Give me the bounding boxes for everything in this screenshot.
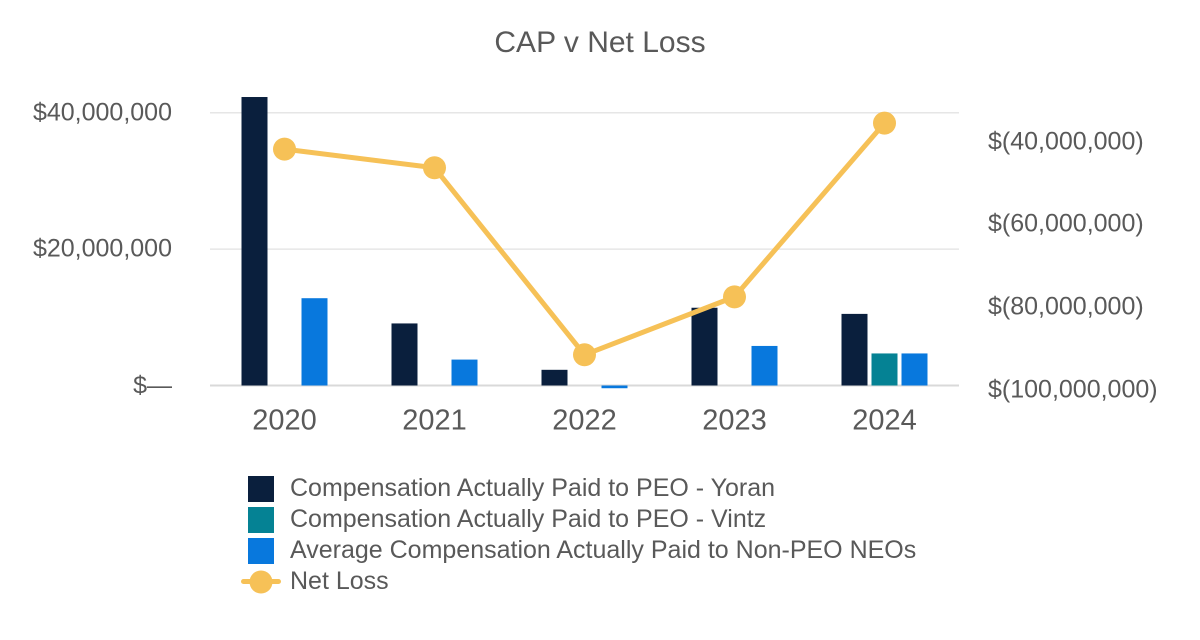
y-axis-right-tick-label: $(60,000,000)	[988, 209, 1144, 238]
y-axis-right-tick-label: $(100,000,000)	[988, 375, 1158, 404]
y-axis-right-tick-label: $(80,000,000)	[988, 292, 1144, 321]
bar-non-peo-neos-2022	[601, 385, 628, 389]
legend-swatch-peo-yoran	[248, 475, 274, 502]
x-axis-label-2021: 2021	[402, 404, 467, 437]
legend-item-net-loss: Net Loss	[241, 566, 916, 597]
bar-non-peo-neos-2024	[901, 353, 928, 386]
net-loss-line-marker-icon	[241, 569, 281, 595]
bar-peo-yoran-2023	[691, 307, 718, 386]
bar-peo-vintz-2024	[871, 353, 898, 386]
x-axis-label-2020: 2020	[252, 404, 317, 437]
y-axis-right-tick-label: $(40,000,000)	[988, 127, 1144, 156]
net-loss-line	[282, 120, 887, 358]
y-axis-left-tick-label: $40,000,000	[32, 98, 172, 127]
chart-title: CAP v Net Loss	[494, 26, 706, 59]
bar-peo-yoran-2021	[391, 323, 418, 386]
y-axis-left-tick-label: $20,000,000	[32, 234, 172, 263]
net-loss-marker-2021	[423, 156, 446, 180]
bar-peo-yoran-2024	[841, 313, 868, 386]
bar-peo-yoran-2020	[241, 97, 268, 386]
legend-item-peo-vintz: Compensation Actually Paid to PEO - Vint…	[248, 504, 916, 535]
net-loss-marker-2024	[873, 111, 896, 135]
legend-label-non-peo-neos: Average Compensation Actually Paid to No…	[290, 536, 917, 564]
bar-non-peo-neos-2020	[301, 298, 328, 386]
legend-item-peo-yoran: Compensation Actually Paid to PEO - Yora…	[248, 473, 916, 504]
y-axis-left-tick-label: $—	[133, 371, 172, 399]
legend-label-net-loss: Net Loss	[290, 567, 389, 595]
legend-swatch-non-peo-neos	[248, 537, 274, 564]
legend: Compensation Actually Paid to PEO - Yora…	[241, 473, 916, 597]
bar-non-peo-neos-2021	[451, 359, 478, 386]
net-loss-marker-2022	[573, 343, 596, 367]
bar-non-peo-neos-2023	[751, 345, 778, 386]
net-loss-marker-2023	[723, 285, 746, 309]
legend-swatch-peo-vintz	[248, 506, 274, 533]
legend-item-non-peo-neos: Average Compensation Actually Paid to No…	[248, 535, 916, 566]
x-axis-label-2024: 2024	[852, 404, 917, 437]
legend-label-peo-vintz: Compensation Actually Paid to PEO - Vint…	[290, 505, 767, 533]
net-loss-marker-2020	[273, 137, 296, 161]
legend-label-peo-yoran: Compensation Actually Paid to PEO - Yora…	[290, 474, 776, 502]
x-axis-label-2023: 2023	[702, 404, 767, 437]
bar-peo-yoran-2022	[541, 369, 568, 386]
x-axis-label-2022: 2022	[552, 404, 617, 437]
